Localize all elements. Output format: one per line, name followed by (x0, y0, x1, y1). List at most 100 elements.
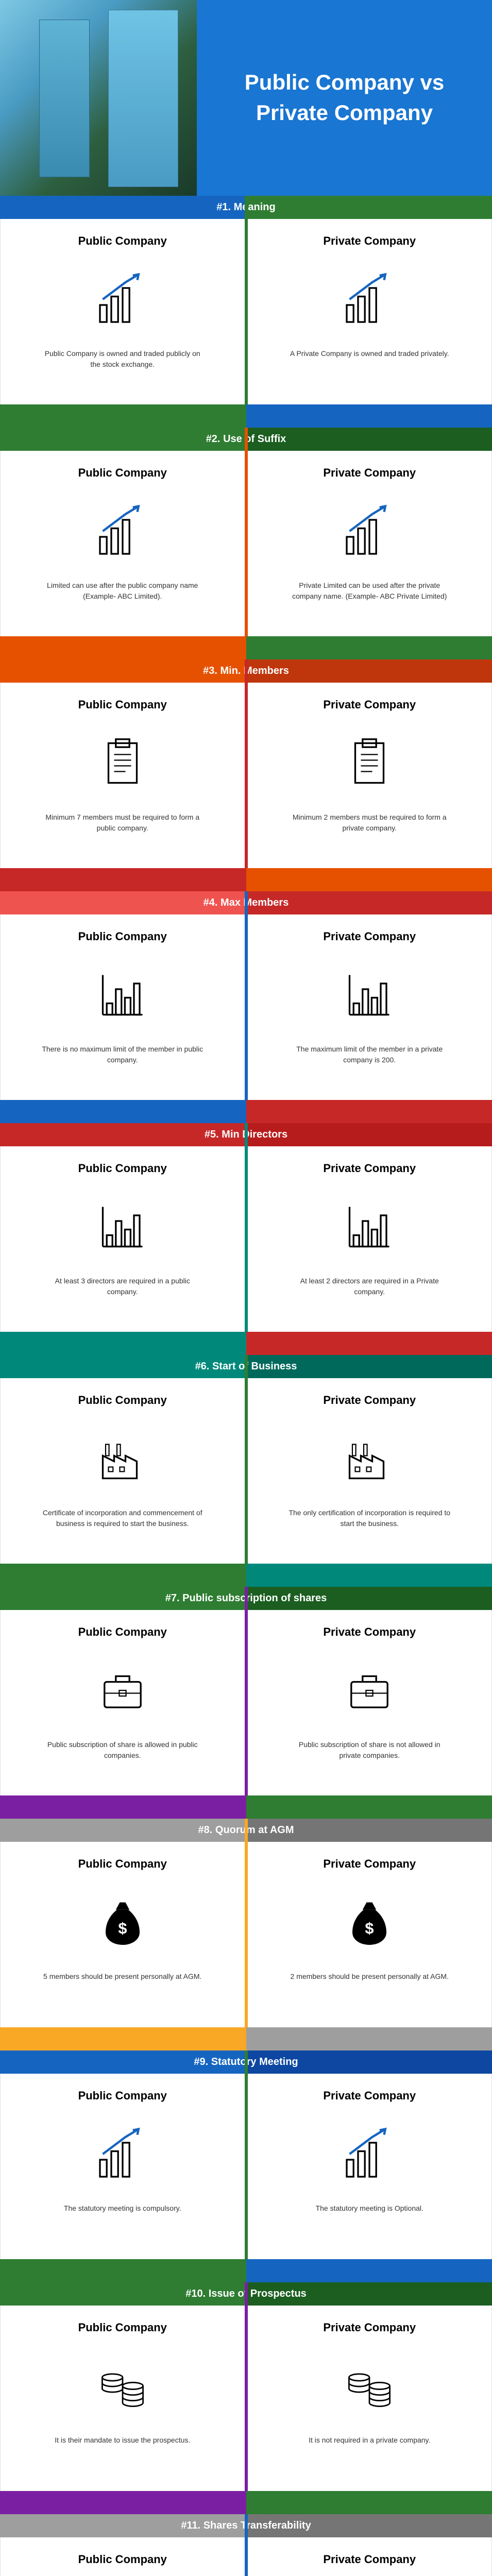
section-bar-7: #7. Public subscription of shares (0, 1587, 492, 1610)
factory-icon (94, 1430, 151, 1487)
section-bar-6: #6. Start of Business (0, 1355, 492, 1378)
section-bar-4: #4. Max Members (0, 891, 492, 914)
comparison-row-4: Public Company There is no maximum limit… (0, 914, 492, 1100)
section-bar-1: #1. Meaning (0, 196, 492, 219)
private-column: Private Company Transfer of share is res… (248, 2537, 492, 2576)
section-number: #7. (165, 1592, 180, 1604)
public-label: Public Company (78, 466, 167, 480)
section-bar-8: #8. Quorum at AGM (0, 1819, 492, 1842)
comparison-row-2: Public Company Limited can use after the… (0, 451, 492, 636)
private-label: Private Company (323, 466, 416, 480)
public-column: Public Company At least 3 directors are … (1, 1146, 248, 1332)
private-description: The only certification of incorporation … (287, 1507, 452, 1529)
section-bar-10: #10. Issue of Prospectus (0, 2282, 492, 2306)
bars-icon (341, 967, 398, 1023)
public-icon-wrap (94, 263, 151, 335)
public-label: Public Company (78, 1394, 167, 1407)
chart-up-icon (341, 2126, 398, 2182)
comparison-row-1: Public Company Public Company is owned a… (0, 219, 492, 404)
chart-up-icon (94, 503, 151, 560)
public-label: Public Company (78, 1162, 167, 1175)
chart-up-icon (94, 271, 151, 328)
private-column: Private Company Public subscription of s… (248, 1610, 492, 1795)
private-column: Private Company The maximum limit of the… (248, 914, 492, 1100)
public-icon-wrap (94, 1191, 151, 1263)
bars-icon (341, 1198, 398, 1255)
private-column: Private Company Private Limited can be u… (248, 451, 492, 636)
private-description: At least 2 directors are required in a P… (287, 1276, 452, 1297)
private-icon-wrap (341, 727, 398, 799)
private-description: The statutory meeting is Optional. (316, 2203, 423, 2214)
private-description: Private Limited can be used after the pr… (287, 580, 452, 602)
clipboard-icon (341, 735, 398, 791)
public-description: Public Company is owned and traded publi… (40, 348, 205, 370)
moneybag-icon (94, 1894, 151, 1951)
section-bottom-bar-1 (0, 404, 492, 428)
private-description: It is not required in a private company. (309, 2435, 430, 2446)
public-label: Public Company (78, 2553, 167, 2566)
briefcase-icon (94, 1662, 151, 1719)
section-title: Public subscription of shares (182, 1592, 327, 1604)
private-label: Private Company (323, 698, 416, 711)
public-label: Public Company (78, 2089, 167, 2103)
comparison-row-7: Public Company Public subscription of sh… (0, 1610, 492, 1795)
clipboard-icon (94, 735, 151, 791)
section-bottom-bar-4 (0, 1100, 492, 1123)
bars-icon (94, 967, 151, 1023)
section-number: #8. (198, 1824, 213, 1836)
public-column: Public Company Limited can use after the… (1, 451, 248, 636)
public-icon-wrap (94, 1422, 151, 1495)
public-description: Minimum 7 members must be required to fo… (40, 812, 205, 834)
public-column: Public Company 5 members should be prese… (1, 1842, 248, 2027)
private-icon-wrap (341, 2350, 398, 2422)
section-number: #9. (194, 2056, 208, 2068)
public-column: Public Company The statutory meeting is … (1, 2074, 248, 2259)
private-icon-wrap (341, 2118, 398, 2190)
section-bar-2: #2. Use of Suffix (0, 428, 492, 451)
private-icon-wrap (341, 495, 398, 567)
comparison-row-10: Public Company It is their mandate to is… (0, 2306, 492, 2491)
section-title: Meaning (234, 201, 276, 213)
public-column: Public Company There is no maximum limit… (1, 914, 248, 1100)
section-title: Max Members (220, 897, 289, 909)
section-title: Min Directors (222, 1129, 287, 1141)
public-icon-wrap (94, 2350, 151, 2422)
section-number: #3. (203, 665, 217, 677)
section-title: Statutory Meeting (211, 2056, 298, 2068)
public-column: Public Company Minimum 7 members must be… (1, 683, 248, 868)
private-column: Private Company At least 2 directors are… (248, 1146, 492, 1332)
public-description: The statutory meeting is compulsory. (64, 2203, 181, 2214)
section-title: Issue of Prospectus (209, 2288, 307, 2300)
public-icon-wrap (94, 495, 151, 567)
public-column: Public Company Public Company is owned a… (1, 219, 248, 404)
comparison-row-8: Public Company 5 members should be prese… (0, 1842, 492, 2027)
private-column: Private Company The statutory meeting is… (248, 2074, 492, 2259)
comparison-row-11: Public Company Share can be transferred … (0, 2537, 492, 2576)
public-description: 5 members should be present personally a… (43, 1971, 201, 1982)
public-column: Public Company Share can be transferred … (1, 2537, 248, 2576)
public-column: Public Company It is their mandate to is… (1, 2306, 248, 2491)
page-title: Public Company vs Private Company (197, 0, 492, 196)
private-description: A Private Company is owned and traded pr… (290, 348, 449, 359)
private-label: Private Company (323, 2089, 416, 2103)
section-bar-9: #9. Statutory Meeting (0, 2050, 492, 2074)
header-image (0, 0, 197, 196)
public-label: Public Company (78, 2321, 167, 2334)
section-number: #1. (216, 201, 231, 213)
private-description: Public subscription of share is not allo… (287, 1739, 452, 1761)
public-description: Public subscription of share is allowed … (40, 1739, 205, 1761)
comparison-row-6: Public Company Certificate of incorporat… (0, 1378, 492, 1564)
private-description: 2 members should be present personally a… (291, 1971, 449, 1982)
section-bottom-bar-3 (0, 868, 492, 891)
private-icon-wrap (341, 1422, 398, 1495)
public-description: Limited can use after the public company… (40, 580, 205, 602)
private-icon-wrap (341, 1191, 398, 1263)
private-label: Private Company (323, 2321, 416, 2334)
private-label: Private Company (323, 1162, 416, 1175)
section-number: #4. (203, 897, 218, 909)
section-number: #5. (205, 1129, 219, 1141)
public-label: Public Company (78, 234, 167, 248)
public-icon-wrap (94, 2118, 151, 2190)
public-icon-wrap (94, 1654, 151, 1726)
private-icon-wrap (341, 959, 398, 1031)
